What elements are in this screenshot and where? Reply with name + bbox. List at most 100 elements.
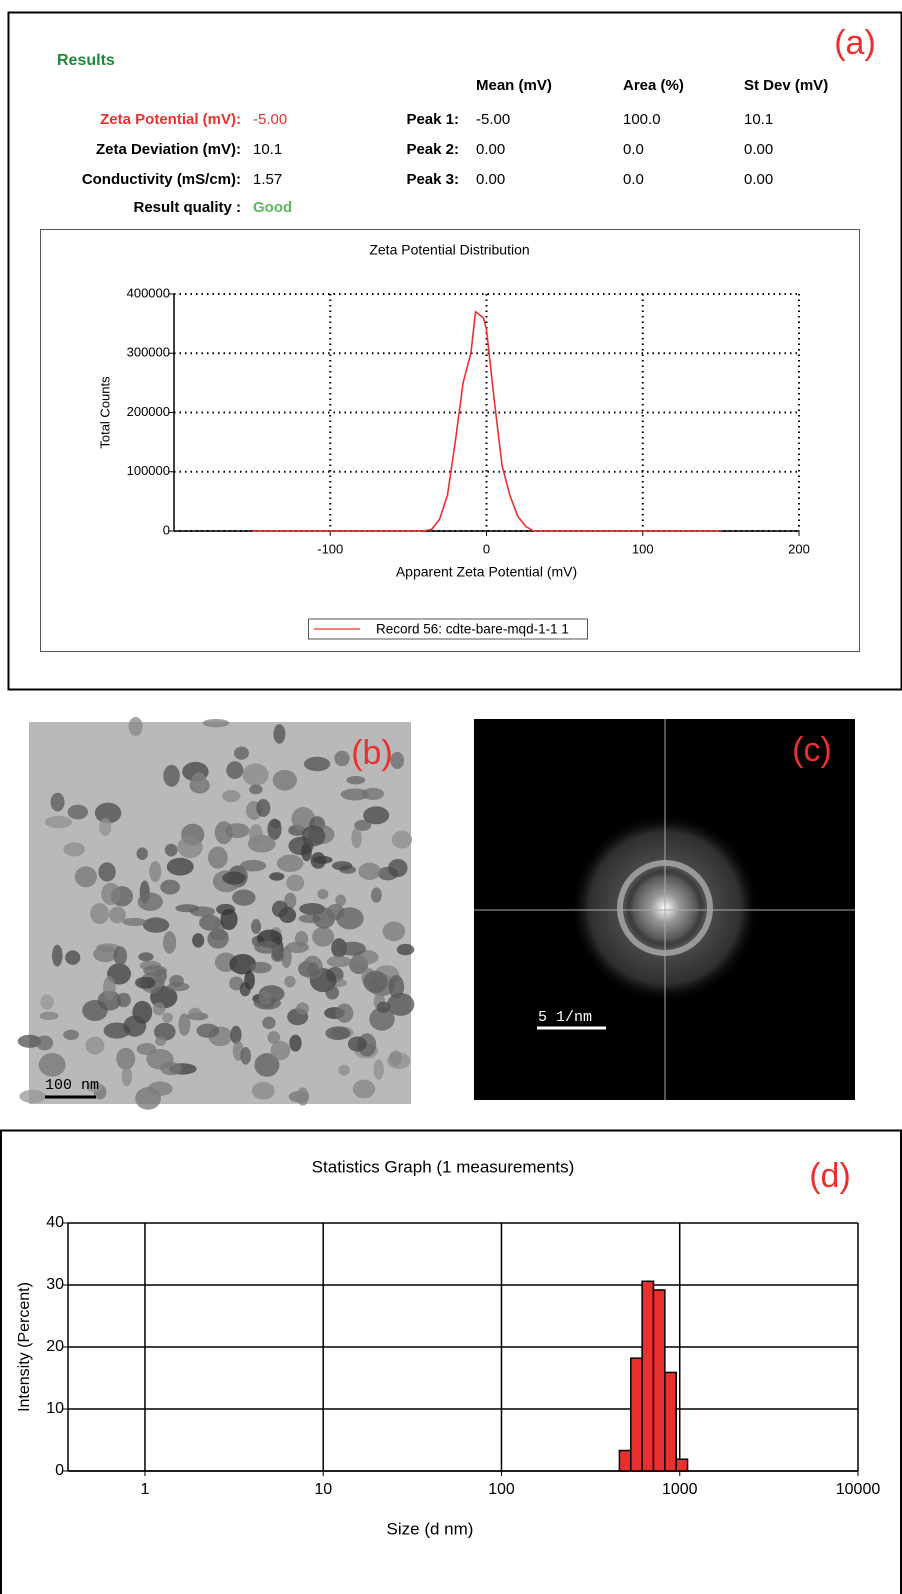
tem-particle: [230, 1025, 242, 1044]
tem-particle: [347, 1036, 367, 1052]
tem-particle: [202, 718, 230, 728]
tem-particle: [291, 806, 316, 831]
tem-particle: [40, 994, 54, 1010]
peak-label: Peak 2:: [406, 141, 459, 158]
tem-particle: [177, 835, 203, 859]
tem-particle: [289, 1034, 302, 1052]
tem-particle: [285, 941, 309, 954]
tem-particle: [101, 882, 121, 906]
tem-particle: [271, 949, 285, 962]
y-tick-label: 200000: [127, 404, 170, 419]
panel-label: (a): [834, 24, 876, 62]
x-tick-label: 1: [141, 1481, 150, 1498]
tem-particle: [51, 944, 63, 967]
tem-particle: [388, 858, 408, 878]
tem-particle: [370, 887, 382, 903]
tem-particle: [301, 842, 312, 862]
tem-particle: [251, 919, 262, 934]
tem-particle: [331, 861, 353, 871]
y-tick-label: 300000: [127, 345, 170, 360]
tem-particle: [192, 933, 205, 948]
tem-particle: [272, 769, 297, 791]
tem-particle: [178, 1013, 191, 1036]
tem-particle: [376, 1001, 391, 1013]
tem-particle: [222, 871, 246, 885]
tem-particle: [389, 1050, 402, 1067]
result-value: Good: [253, 199, 292, 216]
zeta-chart-frame: [40, 229, 860, 652]
tem-particle: [67, 804, 89, 820]
y-tick-label: 30: [46, 1276, 64, 1293]
tem-particle: [19, 1089, 46, 1104]
tem-particle: [388, 975, 405, 999]
peak-label: Peak 3:: [406, 171, 459, 188]
results-title: Results: [57, 52, 115, 69]
tem-particle: [39, 1011, 59, 1021]
peak-column-header: St Dev (mV): [744, 77, 828, 94]
peak-cell: 0.0: [623, 141, 644, 158]
y-tick-label: 20: [46, 1338, 64, 1355]
result-value: 1.57: [253, 171, 282, 188]
peak-cell: 0.00: [476, 171, 505, 188]
scale-bar-label: 100 nm: [45, 1077, 99, 1094]
legend-box: [308, 618, 588, 640]
panel-label: (b): [351, 734, 393, 772]
tem-particle: [270, 1040, 291, 1061]
tem-particle: [336, 907, 364, 930]
panel-label: (c): [792, 731, 832, 769]
tem-particle: [220, 908, 238, 931]
tem-particle: [301, 825, 326, 847]
tem-particle: [363, 806, 390, 825]
tem-particle: [121, 1066, 133, 1087]
tem-particle: [152, 1002, 166, 1016]
tem-particle: [249, 824, 263, 846]
tem-particle: [276, 854, 304, 873]
x-tick-label: 1000: [662, 1481, 698, 1498]
tem-particle: [232, 889, 256, 906]
tem-particle: [98, 862, 116, 882]
tem-particle: [36, 1035, 54, 1051]
tem-particle: [286, 874, 305, 892]
tem-particle: [122, 917, 147, 927]
tem-particle: [267, 1031, 281, 1044]
tem-particle: [86, 1081, 103, 1093]
tem-particle: [96, 943, 121, 952]
x-tick-label: 200: [788, 541, 810, 556]
tem-particle: [284, 892, 297, 909]
x-tick-label: 10: [314, 1481, 332, 1498]
y-axis-label: Total Counts: [97, 376, 112, 449]
x-axis-label: Apparent Zeta Potential (mV): [396, 564, 577, 580]
y-tick-label: 400000: [127, 285, 170, 300]
tem-particle: [256, 798, 271, 817]
tem-particle: [116, 992, 131, 1008]
bar: [652, 1289, 666, 1472]
result-label: Zeta Deviation (mV):: [96, 141, 241, 158]
tem-particle: [65, 950, 81, 965]
tem-particle: [99, 818, 112, 837]
tem-particle: [363, 970, 388, 994]
tem-particle: [354, 819, 372, 831]
tem-particle: [175, 904, 200, 913]
tem-particle: [160, 1061, 183, 1076]
tem-particle: [74, 866, 97, 888]
tem-particle: [82, 1000, 108, 1022]
bar: [664, 1371, 677, 1472]
x-tick-label: 100: [632, 541, 654, 556]
tem-particle: [85, 1036, 105, 1055]
tem-particle: [249, 961, 272, 974]
peak-cell: 10.1: [744, 111, 773, 128]
tem-particle: [254, 941, 279, 954]
tem-particle: [391, 830, 413, 849]
peak-cell: 0.00: [744, 141, 773, 158]
tem-particle: [162, 1012, 173, 1023]
tem-particle: [351, 827, 362, 849]
scale-bar-label: 5 1/nm: [538, 1009, 592, 1026]
tem-particle: [90, 903, 110, 925]
tem-particle: [154, 1036, 167, 1046]
y-tick-label: 0: [55, 1462, 64, 1479]
peak-cell: 0.00: [476, 141, 505, 158]
data-line: [252, 310, 721, 532]
chart-title: Statistics Graph (1 measurements): [312, 1157, 575, 1176]
result-label: Result quality :: [133, 199, 241, 216]
